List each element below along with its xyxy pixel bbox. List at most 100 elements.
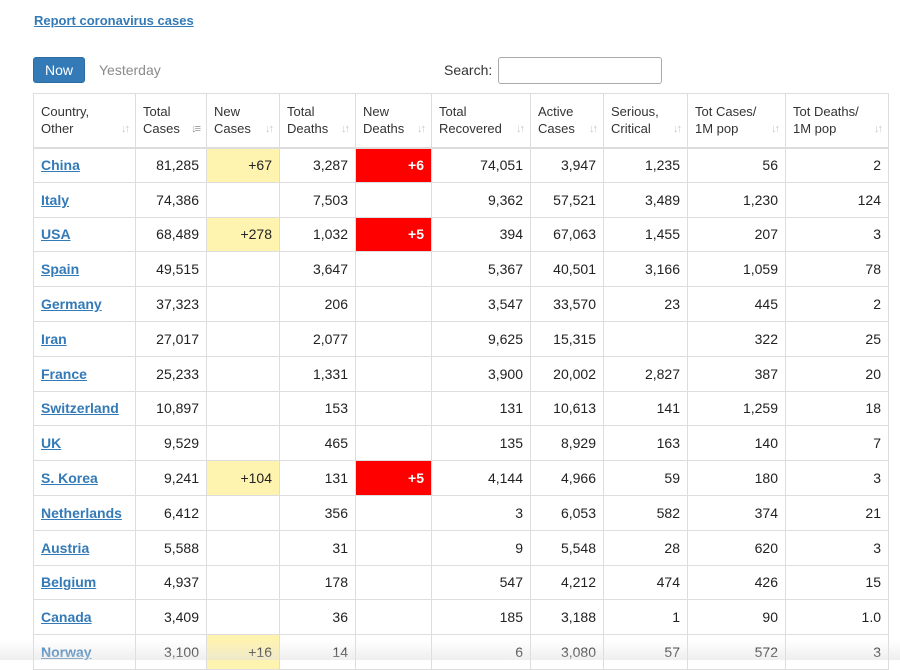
country-cell: Spain (33, 251, 136, 288)
cases-per-1m-cell: 387 (687, 355, 786, 392)
total-deaths-cell: 31 (279, 529, 356, 566)
country-link[interactable]: Italy (41, 191, 70, 208)
column-header-deaths-per-1m[interactable]: Tot Deaths/1M pop ↓↑ (785, 93, 889, 149)
deaths-per-1m-cell: 78 (785, 251, 889, 288)
table-toolbar: Now Yesterday Search: (33, 57, 888, 84)
active-cases-cell: 8,929 (530, 425, 604, 462)
country-cell: USA (33, 216, 136, 253)
total-cases-cell: 10,897 (135, 390, 207, 427)
country-link[interactable]: Germany (41, 296, 102, 313)
column-header-active-cases[interactable]: Active Cases ↓↑ (530, 93, 604, 149)
report-cases-link[interactable]: Report coronavirus cases (34, 13, 194, 28)
total-recovered-cell: 3,547 (431, 286, 531, 322)
column-header-cases-per-1m[interactable]: Tot Cases/1M pop ↓↑ (687, 93, 786, 149)
sort-both-icon: ↓↑ (417, 122, 426, 135)
country-link[interactable]: Netherlands (41, 504, 122, 521)
country-cell: Netherlands (33, 494, 136, 531)
column-header-label-line1: Tot Deaths/ (793, 104, 859, 120)
table-row: Austria 5,588 31 9 5,548 28 620 3 (33, 529, 889, 566)
cases-table: Country, Other ↓↑ Total Cases ↓≡ New Cases ↓↑ Tot… (33, 93, 889, 670)
total-recovered-cell: 9,362 (431, 181, 531, 218)
table-row: Spain 49,515 3,647 5,367 40,501 3,166 1,059 78 (33, 251, 889, 288)
deaths-per-1m-cell: 20 (785, 355, 889, 392)
column-header-label-line1: Serious, (611, 104, 659, 120)
search-input[interactable] (498, 57, 662, 84)
new-cases-cell (206, 425, 280, 462)
total-deaths-cell: 178 (279, 564, 356, 601)
total-recovered-cell: 9,625 (431, 320, 531, 357)
column-header-total-recovered[interactable]: Total Recovered ↓↑ (431, 93, 531, 149)
country-link[interactable]: Belgium (41, 574, 97, 591)
column-header-label-line1: New (363, 104, 390, 120)
cases-per-1m-cell: 445 (687, 286, 786, 322)
serious-critical-cell: 1,455 (603, 216, 688, 253)
country-link[interactable]: Spain (41, 261, 80, 278)
country-link[interactable]: Austria (41, 539, 90, 556)
country-link[interactable]: Norway (41, 644, 92, 661)
total-recovered-cell: 131 (431, 390, 531, 427)
total-recovered-cell: 185 (431, 599, 531, 636)
total-recovered-cell: 394 (431, 216, 531, 253)
country-cell: Belgium (33, 564, 136, 601)
yesterday-tab-button[interactable]: Yesterday (99, 62, 161, 78)
serious-critical-cell: 141 (603, 390, 688, 427)
country-link[interactable]: UK (41, 435, 62, 452)
total-deaths-cell: 465 (279, 425, 356, 462)
serious-critical-cell: 23 (603, 286, 688, 322)
country-link[interactable]: France (41, 365, 87, 382)
country-cell: S. Korea (33, 460, 136, 496)
new-deaths-cell (355, 529, 432, 566)
country-cell: Italy (33, 181, 136, 218)
column-header-label-line1: Total (287, 104, 315, 120)
table-header-row: Country, Other ↓↑ Total Cases ↓≡ New Cases ↓↑ Tot… (33, 93, 889, 149)
country-link[interactable]: China (41, 157, 80, 174)
active-cases-cell: 10,613 (530, 390, 604, 427)
table-row: USA 68,489 +278 1,032 +5 394 67,063 1,455 207 3 (33, 216, 889, 253)
column-header-total-deaths[interactable]: Total Deaths ↓↑ (279, 93, 356, 149)
table-row: Switzerland 10,897 153 131 10,613 141 1,259 18 (33, 390, 889, 427)
cases-per-1m-cell: 56 (687, 147, 786, 183)
cases-per-1m-cell: 572 (687, 634, 786, 670)
column-header-label-line1: New (214, 104, 241, 120)
country-cell: France (33, 355, 136, 392)
country-link[interactable]: Switzerland (41, 400, 119, 417)
column-header-total-cases[interactable]: Total Cases ↓≡ (135, 93, 207, 149)
total-cases-cell: 27,017 (135, 320, 207, 357)
serious-critical-cell: 163 (603, 425, 688, 462)
column-header-new-deaths[interactable]: New Deaths ↓↑ (355, 93, 432, 149)
total-deaths-cell: 7,503 (279, 181, 356, 218)
active-cases-cell: 4,212 (530, 564, 604, 601)
cases-per-1m-cell: 140 (687, 425, 786, 462)
country-link[interactable]: Iran (41, 330, 67, 347)
country-link[interactable]: Canada (41, 609, 92, 626)
sort-both-icon: ↓↑ (265, 122, 274, 135)
serious-critical-cell: 1,235 (603, 147, 688, 183)
new-deaths-cell (355, 355, 432, 392)
serious-critical-cell: 3,489 (603, 181, 688, 218)
column-header-label-line1: Total (143, 104, 171, 120)
sort-desc-icon: ↓≡ (191, 122, 201, 135)
cases-table-container: Country, Other ↓↑ Total Cases ↓≡ New Cases ↓↑ Tot… (33, 93, 889, 670)
serious-critical-cell: 474 (603, 564, 688, 601)
column-header-label-line2: Cases (214, 121, 251, 137)
column-header-serious-critical[interactable]: Serious, Critical ↓↑ (603, 93, 688, 149)
country-cell: Austria (33, 529, 136, 566)
new-cases-cell (206, 390, 280, 427)
total-deaths-cell: 356 (279, 494, 356, 531)
column-header-new-cases[interactable]: New Cases ↓↑ (206, 93, 280, 149)
total-recovered-cell: 74,051 (431, 147, 531, 183)
new-cases-cell (206, 355, 280, 392)
now-tab-button[interactable]: Now (33, 57, 85, 83)
new-cases-cell (206, 564, 280, 601)
deaths-per-1m-cell: 2 (785, 147, 889, 183)
sort-both-icon: ↓↑ (516, 122, 525, 135)
total-cases-cell: 81,285 (135, 147, 207, 183)
active-cases-cell: 5,548 (530, 529, 604, 566)
active-cases-cell: 67,063 (530, 216, 604, 253)
country-link[interactable]: USA (41, 226, 71, 243)
total-recovered-cell: 4,144 (431, 460, 531, 496)
column-header-country[interactable]: Country, Other ↓↑ (33, 93, 136, 149)
country-link[interactable]: S. Korea (41, 470, 98, 487)
total-deaths-cell: 1,331 (279, 355, 356, 392)
new-deaths-cell (355, 320, 432, 357)
